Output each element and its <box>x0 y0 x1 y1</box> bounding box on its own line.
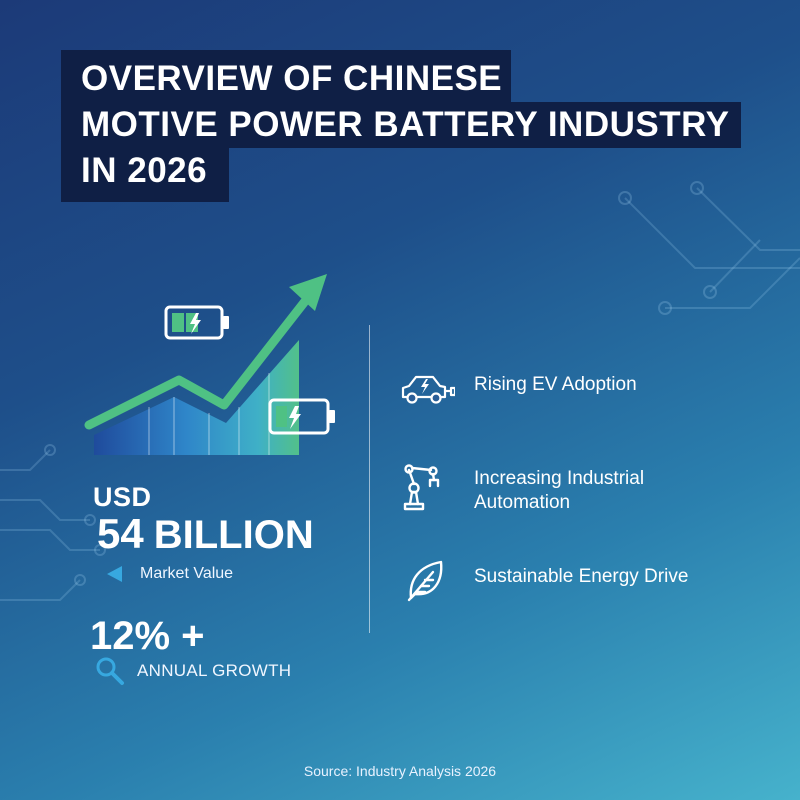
growth-arrow-head <box>289 274 327 311</box>
electric-car-icon <box>401 375 455 404</box>
growth-label: ANNUAL GROWTH <box>137 661 292 680</box>
driver-industrial-automation: Increasing Industrial Automation <box>474 467 644 515</box>
market-value-label: Market Value <box>140 565 234 582</box>
driver-industrial-automation-line2: Automation <box>474 492 571 513</box>
source-note: Source: Industry Analysis 2026 <box>303 763 497 779</box>
title-line-2: MOTIVE POWER BATTERY INDUSTRY <box>61 102 741 148</box>
driver-industrial-automation-line1: Increasing Industrial <box>474 468 645 489</box>
title-line-1: OVERVIEW OF CHINESE <box>61 50 511 102</box>
title-block: OVERVIEW OF CHINESE MOTIVE POWER BATTERY… <box>61 50 741 202</box>
battery-icon-right <box>268 398 335 435</box>
triangle-pointer-icon <box>107 566 122 582</box>
market-value-number: 54 <box>97 510 144 557</box>
growth-arrow-line <box>84 295 311 430</box>
leaf-icon <box>407 560 443 602</box>
title-line-3: IN 2026 <box>61 148 229 202</box>
driver-sustainable-energy: Sustainable Energy Drive <box>474 566 689 587</box>
market-value-unit: BILLION <box>153 513 314 557</box>
robot-arm-icon <box>403 464 440 511</box>
currency-label: USD <box>93 482 152 512</box>
column-divider <box>369 325 370 633</box>
growth-bars <box>94 340 299 455</box>
growth-value: 12% + <box>90 614 205 658</box>
battery-icon-top <box>164 305 229 340</box>
magnifier-icon <box>96 657 124 685</box>
driver-ev-adoption: Rising EV Adoption <box>474 374 637 395</box>
market-value: 54 BILLION <box>97 510 314 558</box>
growth-illustration <box>84 274 335 455</box>
